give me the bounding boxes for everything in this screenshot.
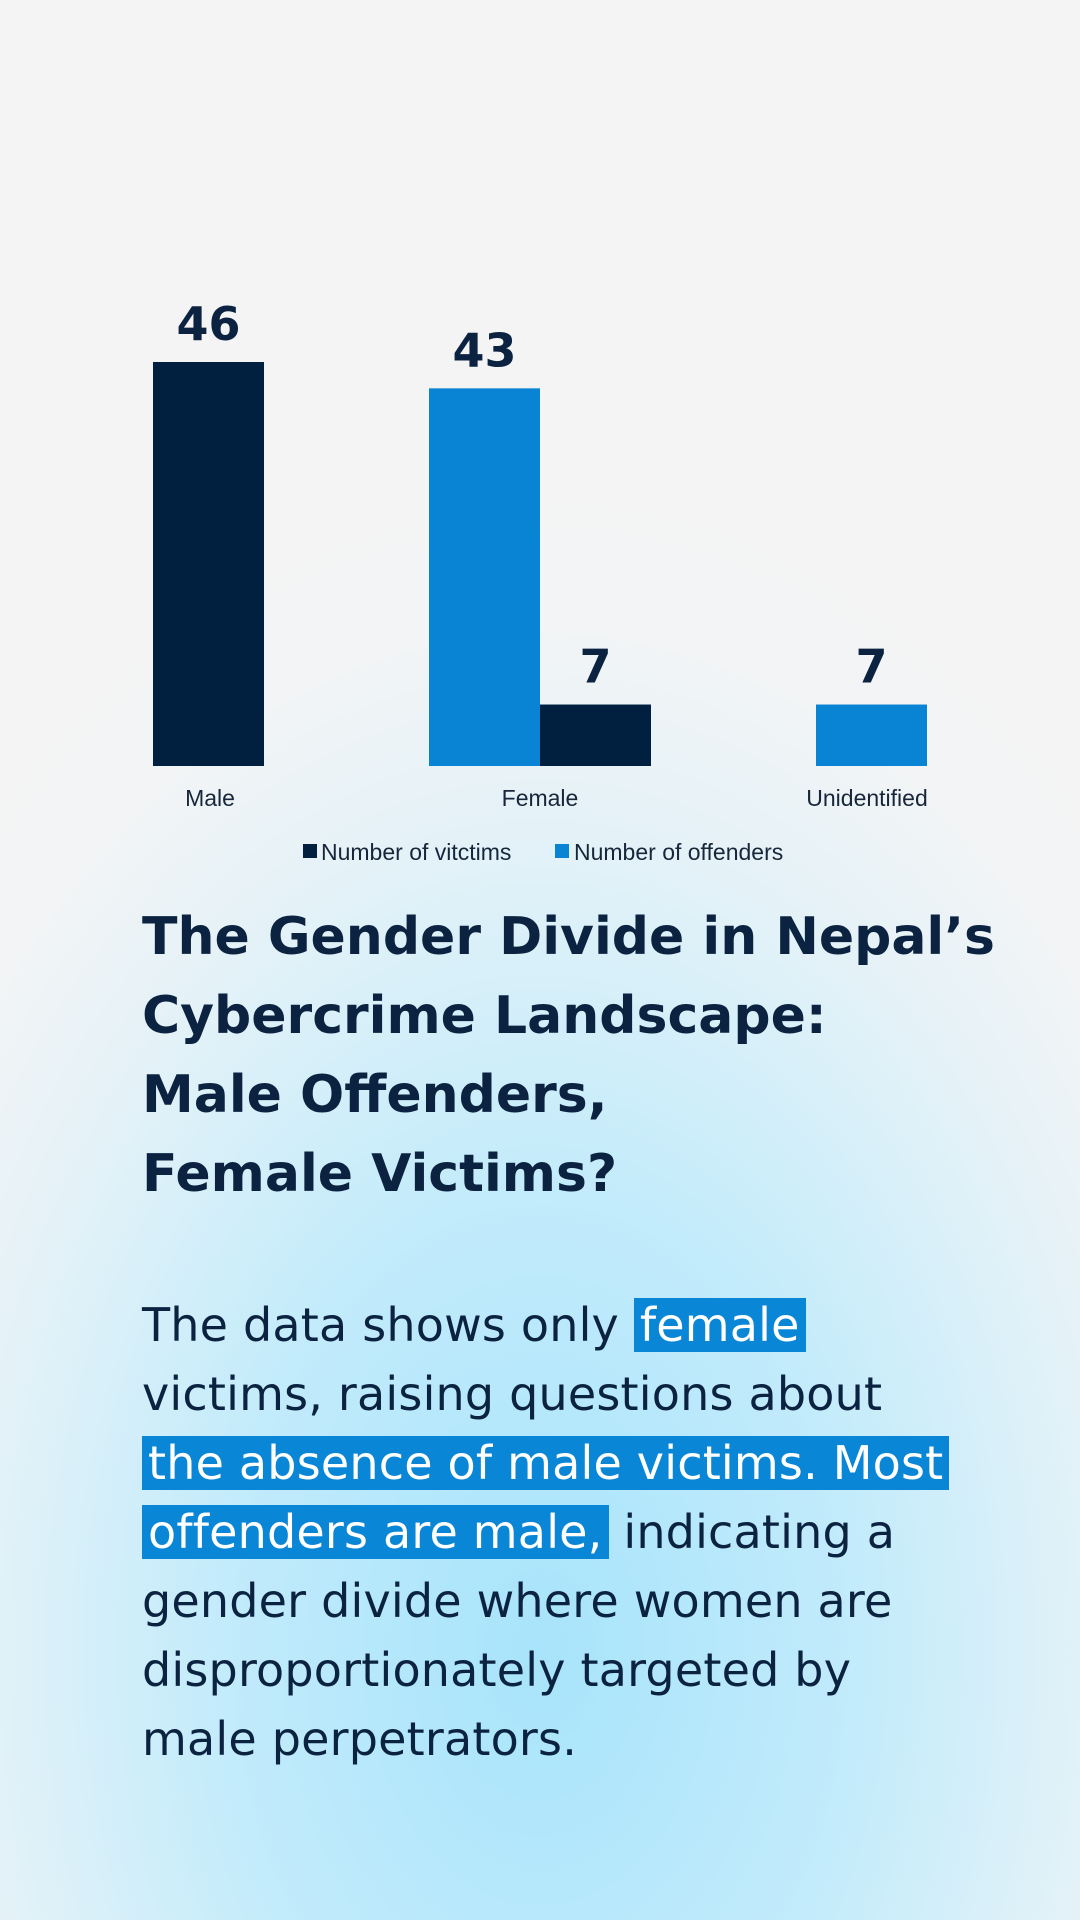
body-text-segment: indicating a	[608, 1505, 896, 1559]
body-line-5: gender divide where women are	[142, 1574, 893, 1628]
bar-male-victims	[153, 362, 264, 766]
bar-female-victims	[540, 704, 651, 766]
bar-value-label-female-offenders: 43	[452, 323, 516, 377]
body-text-segment: The data shows only	[142, 1298, 634, 1352]
category-labels: Male Female Unidentified	[185, 785, 928, 811]
headline-line-2: Cybercrime Landscape:	[142, 986, 827, 1046]
body-line-2: victims, raising questions about	[142, 1367, 883, 1421]
headline-line-1: The Gender Divide in Nepal’s	[142, 907, 995, 967]
category-label-unidentified: Unidentified	[806, 785, 927, 811]
body-line-4: offenders are male, indicating a	[142, 1498, 1022, 1567]
legend-swatch-victims	[303, 844, 317, 858]
category-label-male: Male	[185, 785, 235, 811]
bar-value-label-unidentified-offenders: 7	[855, 640, 887, 694]
headline-line-3: Male Offenders,	[142, 1065, 608, 1125]
bar-unidentified-offenders	[816, 704, 927, 766]
legend-label-victims: Number of vitctims	[321, 839, 511, 865]
bars-group	[153, 362, 927, 766]
bar-value-labels: 46 43 7 7	[176, 297, 887, 694]
highlight-offenders-are-male: offenders are male,	[142, 1505, 609, 1559]
bar-chart: 46 43 7 7 Male Female Unidentified Number of …	[153, 297, 928, 865]
body-line-6: disproportionately targeted by	[142, 1643, 852, 1697]
body-paragraph: The data shows only female victims, rais…	[142, 1291, 1022, 1774]
headline: The Gender Divide in Nepal’s Cybercrime …	[142, 898, 1022, 1214]
body-line-3: the absence of male victims. Most	[142, 1429, 1022, 1498]
highlight-absence-of-male-victims: the absence of male victims. Most	[142, 1436, 950, 1490]
legend: Number of vitctims Number of offenders	[303, 839, 783, 865]
legend-label-offenders: Number of offenders	[574, 839, 783, 865]
body-line-7: male perpetrators.	[142, 1712, 578, 1766]
category-label-female: Female	[502, 785, 579, 811]
highlight-female: female	[633, 1298, 806, 1352]
body-line-1: The data shows only female	[142, 1291, 1022, 1360]
legend-swatch-offenders	[555, 844, 569, 858]
headline-line-4: Female Victims?	[142, 1144, 618, 1204]
bar-value-label-male-victims: 46	[176, 297, 240, 351]
bar-female-offenders	[429, 388, 540, 766]
bar-value-label-female-victims: 7	[579, 640, 611, 694]
